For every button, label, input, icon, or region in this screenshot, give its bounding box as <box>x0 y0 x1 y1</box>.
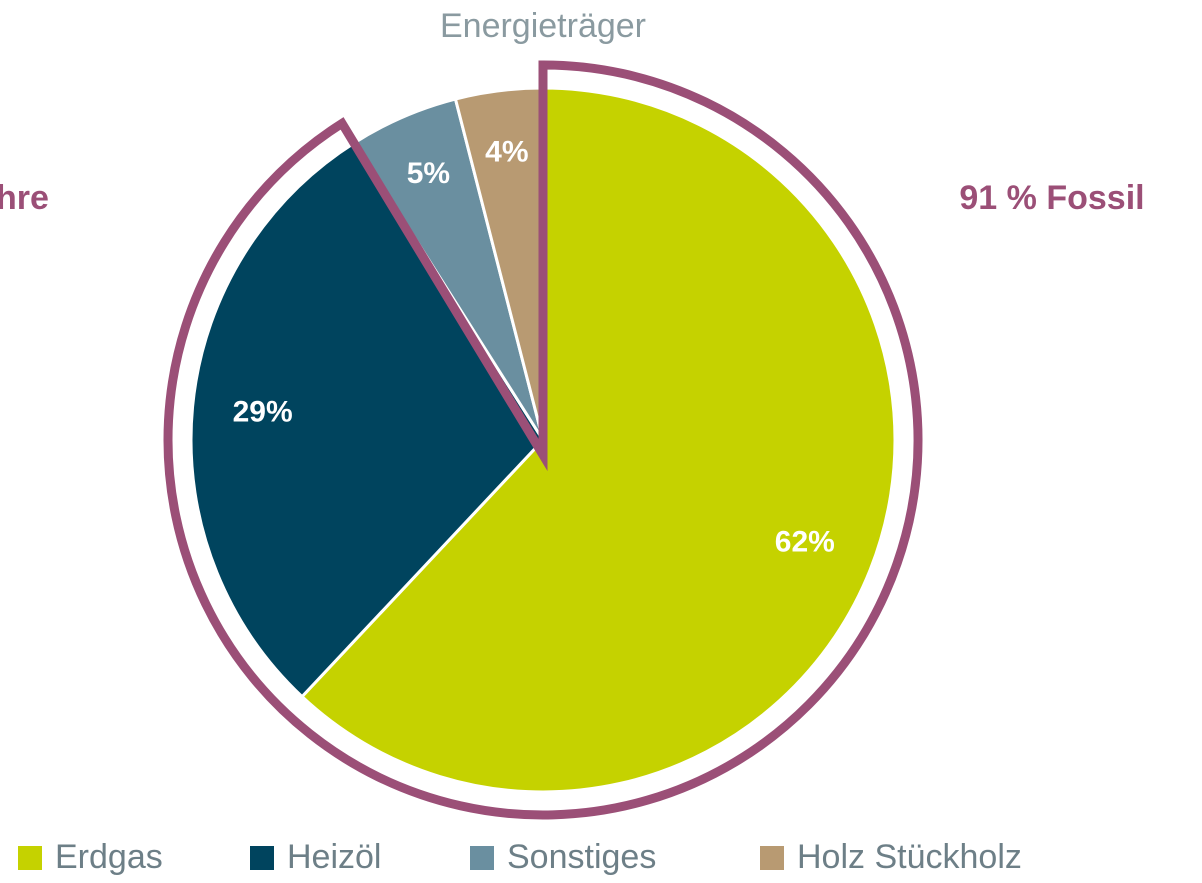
legend-label: Sonstiges <box>507 838 656 876</box>
legend-swatch <box>470 846 494 870</box>
annotation: hre <box>0 179 49 217</box>
group-outline <box>163 60 923 820</box>
data-label: 29% <box>233 395 293 428</box>
legend-swatch <box>18 846 42 870</box>
legend-label: Erdgas <box>55 838 163 876</box>
legend-swatch <box>250 846 274 870</box>
annotation: 91 % Fossil <box>959 179 1144 217</box>
data-label: 5% <box>407 157 450 190</box>
chart-title: Energieträger <box>440 7 646 45</box>
legend-label: Heizöl <box>287 838 381 876</box>
pie-slice <box>189 140 545 699</box>
data-label: 4% <box>485 136 528 169</box>
legend-label: Holz Stückholz <box>797 838 1022 876</box>
legend-swatch <box>760 846 784 870</box>
data-label: 62% <box>775 526 835 559</box>
pie-slice <box>299 86 897 794</box>
